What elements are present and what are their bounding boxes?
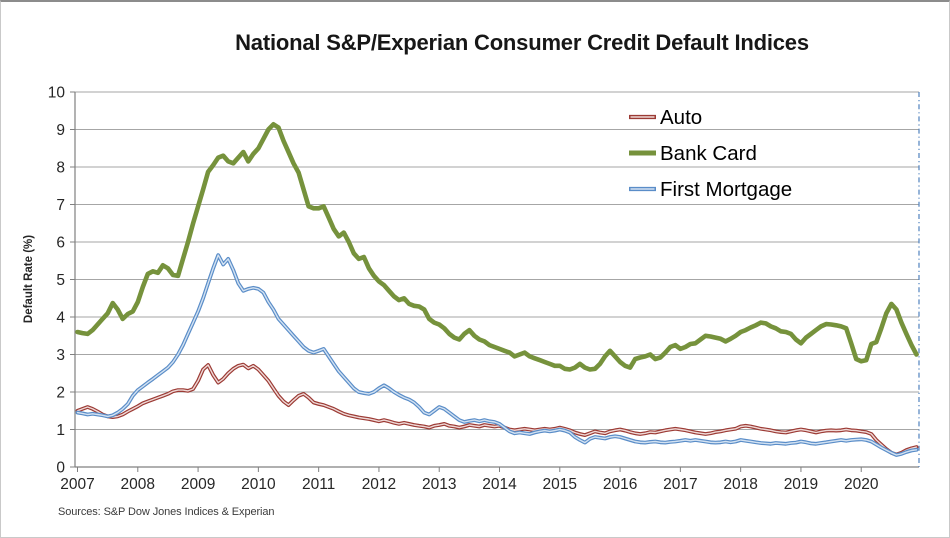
x-tick-label: 2017 bbox=[663, 476, 697, 493]
y-tick-label: 8 bbox=[56, 160, 65, 177]
x-tick-label: 2013 bbox=[422, 476, 456, 493]
x-tick-label: 2015 bbox=[543, 476, 577, 493]
legend-label-bank-card: Bank Card bbox=[660, 142, 757, 165]
chart-title: National S&P/Experian Consumer Credit De… bbox=[235, 30, 809, 55]
y-tick-label: 0 bbox=[56, 460, 65, 477]
x-tick-label: 2020 bbox=[844, 476, 879, 493]
y-tick-label: 4 bbox=[56, 310, 65, 327]
x-tick-label: 2016 bbox=[603, 476, 637, 493]
y-tick-label: 3 bbox=[56, 347, 65, 364]
legend-label-auto: Auto bbox=[660, 106, 702, 129]
x-tick-label: 2019 bbox=[784, 476, 818, 493]
y-tick-label: 1 bbox=[56, 422, 65, 439]
y-tick-label: 5 bbox=[56, 272, 65, 289]
x-tick-label: 2008 bbox=[121, 476, 155, 493]
auto-line-highlight bbox=[76, 363, 918, 456]
y-tick-label: 7 bbox=[56, 197, 65, 214]
x-tick-label: 2009 bbox=[181, 476, 215, 493]
auto-line bbox=[75, 362, 919, 457]
x-tick-label: 2010 bbox=[241, 476, 276, 493]
y-tick-label: 2 bbox=[56, 385, 65, 402]
y-tick-label: 6 bbox=[56, 235, 65, 252]
legend-label-first-mortgage: First Mortgage bbox=[660, 178, 792, 201]
first-mortgage-line-highlight bbox=[76, 254, 918, 456]
x-tick-label: 2007 bbox=[60, 476, 94, 493]
source-note: Sources: S&P Dow Jones Indices & Experia… bbox=[58, 506, 275, 518]
x-tick-label: 2018 bbox=[723, 476, 757, 493]
bank-card-line bbox=[75, 122, 919, 372]
x-tick-label: 2014 bbox=[482, 476, 517, 493]
x-tick-label: 2011 bbox=[302, 476, 335, 493]
y-tick-label: 10 bbox=[48, 85, 66, 102]
x-tick-label: 2012 bbox=[362, 476, 396, 493]
y-tick-label: 9 bbox=[56, 122, 65, 139]
